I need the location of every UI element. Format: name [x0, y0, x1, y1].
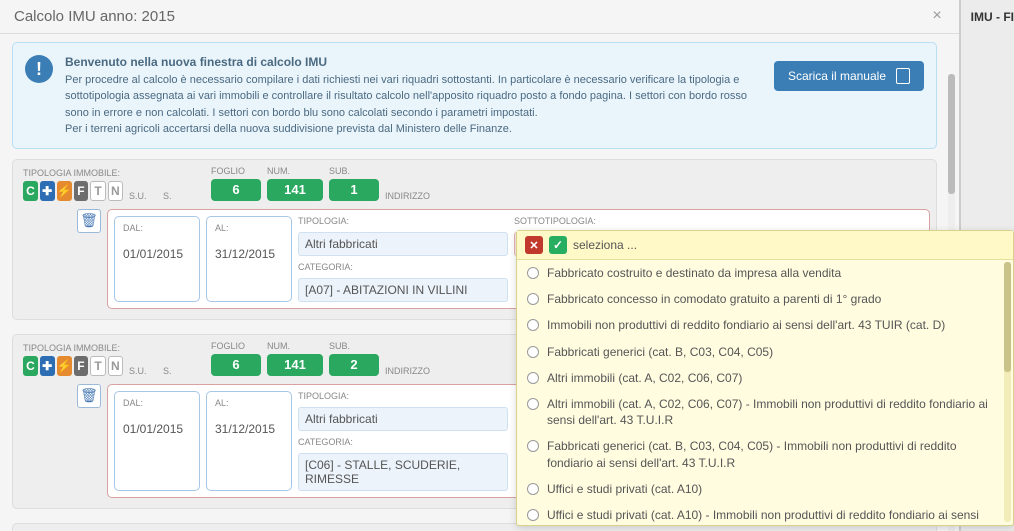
delete-icon[interactable]: 🗑	[77, 384, 101, 408]
lbl-categoria: CATEGORIA:	[298, 262, 508, 272]
info-box: ! Benvenuto nella nuova finestra di calc…	[12, 42, 937, 149]
tipologia-col: TIPOLOGIA: Altri fabbricati CATEGORIA: […	[298, 216, 508, 302]
tag-f[interactable]: F	[74, 356, 89, 376]
lbl-sottotipologia: SOTTOTIPOLOGIA:	[514, 216, 923, 226]
dropdown-scrollbar-thumb[interactable]	[1004, 262, 1011, 372]
radio-icon	[527, 440, 539, 452]
info-body2: Per i terreni agricoli accertarsi della …	[65, 123, 512, 135]
sottotipologia-dropdown: ✕ ✓ seleziona ... Fabbricato costruito e…	[516, 230, 1014, 526]
tag-bolt[interactable]: ⚡	[57, 356, 72, 376]
dropdown-list: Fabbricato costruito e destinato da impr…	[517, 260, 1013, 525]
foglio-value: 6	[211, 354, 261, 376]
categoria-select[interactable]: [C06] - STALLE, SCUDERIE, RIMESSE	[298, 453, 508, 491]
dropdown-item[interactable]: Altri immobili (cat. A, C02, C06, C07) -…	[517, 391, 1013, 433]
sidebar-tab[interactable]: IMU - FIS	[971, 10, 1014, 24]
download-manual-label: Scarica il manuale	[788, 69, 886, 83]
modal-title: Calcolo IMU anno: 2015	[14, 8, 175, 25]
tag-t[interactable]: T	[90, 181, 105, 201]
radio-icon	[527, 398, 539, 410]
date-to: AL: 31/12/2015	[206, 391, 292, 491]
radio-icon	[527, 483, 539, 495]
tag-bolt[interactable]: ⚡	[57, 181, 72, 201]
info-text: Benvenuto nella nuova finestra di calcol…	[65, 53, 762, 138]
foglio-value: 6	[211, 179, 261, 201]
dropdown-item[interactable]: Fabbricati generici (cat. B, C03, C04, C…	[517, 433, 1013, 475]
lbl-tipologia-immobile: TIPOLOGIA IMMOBILE:	[23, 168, 123, 178]
block-head: TIPOLOGIA IMMOBILE: C ✚ ⚡ F T N S.U. S. …	[19, 166, 930, 201]
lbl-sub: SUB.	[329, 166, 379, 176]
scrollbar-thumb[interactable]	[948, 74, 955, 194]
dal-value: 01/01/2015	[123, 422, 191, 436]
info-heading: Benvenuto nella nuova finestra di calcol…	[65, 55, 327, 69]
document-icon	[896, 68, 910, 84]
delete-icon[interactable]: 🗑	[77, 209, 101, 233]
al-value: 31/12/2015	[215, 422, 283, 436]
dropdown-item[interactable]: Fabbricato concesso in comodato gratuito…	[517, 286, 1013, 312]
dropdown-item[interactable]: Fabbricati generici (cat. B, C03, C04, C…	[517, 339, 1013, 365]
dropdown-item[interactable]: Uffici e studi privati (cat. A10) - Immo…	[517, 502, 1013, 525]
date-from: DAL: 01/01/2015	[114, 216, 200, 302]
dropdown-confirm-icon[interactable]: ✓	[549, 236, 567, 254]
radio-icon	[527, 293, 539, 305]
dropdown-scrollbar[interactable]	[1004, 262, 1011, 522]
num-value: 141	[267, 354, 323, 376]
tipologia-select[interactable]: Altri fabbricati	[298, 407, 508, 431]
radio-icon	[527, 319, 539, 331]
tag-plus[interactable]: ✚	[40, 356, 55, 376]
tag-c[interactable]: C	[23, 181, 38, 201]
dropdown-item[interactable]: Altri immobili (cat. A, C02, C06, C07)	[517, 365, 1013, 391]
lbl-s: S.	[163, 191, 187, 201]
close-icon[interactable]: ×	[929, 9, 945, 25]
radio-icon	[527, 509, 539, 521]
dropdown-placeholder: seleziona ...	[573, 238, 637, 252]
sub-value: 1	[329, 179, 379, 201]
al-value: 31/12/2015	[215, 247, 283, 261]
lbl-tipologia: TIPOLOGIA:	[298, 216, 508, 226]
tag-t[interactable]: T	[90, 356, 105, 376]
modal-header: Calcolo IMU anno: 2015 ×	[0, 0, 959, 34]
dropdown-close-icon[interactable]: ✕	[525, 236, 543, 254]
sub-value: 2	[329, 354, 379, 376]
radio-icon	[527, 267, 539, 279]
lbl-dal: DAL:	[123, 223, 191, 233]
lbl-al: AL:	[215, 223, 283, 233]
lbl-foglio: FOGLIO	[211, 166, 261, 176]
dropdown-header: ✕ ✓ seleziona ...	[517, 231, 1013, 260]
dropdown-item[interactable]: Immobili non produttivi di reddito fondi…	[517, 312, 1013, 338]
tag-plus[interactable]: ✚	[40, 181, 55, 201]
tipologia-col: TIPOLOGIA: Altri fabbricati CATEGORIA: […	[298, 391, 508, 491]
lbl-indirizzo: INDIRIZZO	[385, 191, 926, 201]
tag-n[interactable]: N	[108, 181, 123, 201]
radio-icon	[527, 372, 539, 384]
categoria-select[interactable]: [A07] - ABITAZIONI IN VILLINI	[298, 278, 508, 302]
tag-n[interactable]: N	[108, 356, 123, 376]
tag-c[interactable]: C	[23, 356, 38, 376]
lbl-su: S.U.	[129, 191, 157, 201]
num-value: 141	[267, 179, 323, 201]
download-manual-button[interactable]: Scarica il manuale	[774, 61, 924, 91]
date-to: AL: 31/12/2015	[206, 216, 292, 302]
info-body: Per procedre al calcolo è necessario com…	[65, 74, 747, 119]
tag-f[interactable]: F	[74, 181, 89, 201]
radio-icon	[527, 346, 539, 358]
tipologia-select[interactable]: Altri fabbricati	[298, 232, 508, 256]
date-from: DAL: 01/01/2015	[114, 391, 200, 491]
info-icon: !	[25, 55, 53, 83]
dropdown-item[interactable]: Fabbricato costruito e destinato da impr…	[517, 260, 1013, 286]
dropdown-item[interactable]: Uffici e studi privati (cat. A10)	[517, 476, 1013, 502]
lbl-num: NUM.	[267, 166, 323, 176]
type-tags: C ✚ ⚡ F T N	[23, 181, 123, 201]
dal-value: 01/01/2015	[123, 247, 191, 261]
